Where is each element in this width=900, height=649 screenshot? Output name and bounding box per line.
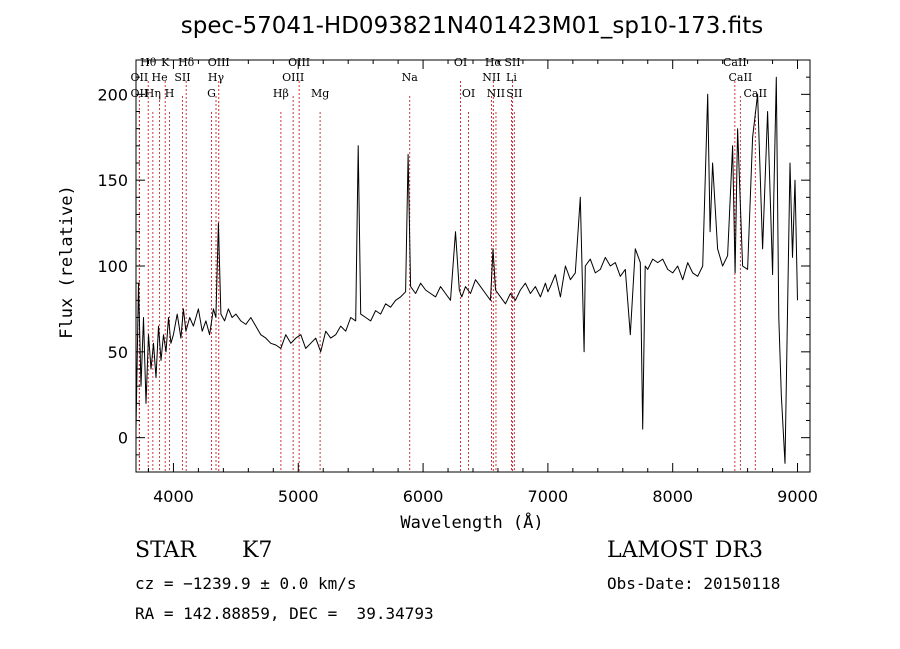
line-marker-label: Hγ (208, 71, 225, 84)
y-axis-label: Flux (relative) (57, 185, 77, 339)
line-marker-label: NII (482, 71, 500, 84)
line-marker-label: H (165, 87, 175, 100)
line-marker-label: G (207, 87, 216, 100)
line-marker-12: OIII (288, 56, 310, 472)
y-tick-label: 100 (97, 257, 128, 276)
spectrum-line (135, 76, 798, 464)
line-marker-17: OI (454, 56, 467, 472)
x-tick-label: 9000 (777, 487, 818, 506)
line-marker-3: K (161, 56, 170, 472)
line-marker-23: NII (487, 87, 505, 472)
line-marker-7: SII (174, 71, 191, 472)
line-marker-14: Hβ (273, 87, 289, 472)
line-marker-label: Na (402, 71, 419, 84)
line-marker-label: Li (506, 71, 517, 84)
line-marker-4: He (152, 71, 168, 472)
x-tick-label: 8000 (652, 487, 693, 506)
line-marker-label: OIII (282, 71, 304, 84)
x-tick-label: 6000 (403, 487, 444, 506)
x-axis-label: Wavelength (Å) (400, 511, 543, 533)
line-marker-label: Hη (145, 87, 161, 100)
line-marker-label: CaII (723, 56, 747, 69)
object-class: STAR (135, 538, 196, 563)
line-marker-label: Hα (485, 56, 503, 69)
y-tick-label: 0 (118, 429, 128, 448)
redshift-velocity: cz = −1239.9 ± 0.0 km/s (135, 574, 357, 593)
line-marker-13: OIII (282, 71, 304, 472)
line-marker-label: CaII (729, 71, 753, 84)
line-marker-0: Hθ (140, 56, 157, 472)
y-tick-label: 200 (97, 85, 128, 104)
x-tick-label: 5000 (278, 487, 319, 506)
line-marker-25: CaII (723, 56, 747, 472)
line-marker-label: NII (487, 87, 505, 100)
line-marker-label: OIII (208, 56, 230, 69)
x-axis: 4000 5000 6000 7000 8000 9000 (147, 60, 818, 506)
coordinates: RA = 142.88859, DEC = 39.34793 (135, 604, 434, 623)
line-marker-label: OII (131, 87, 149, 100)
line-marker-label: SII (506, 87, 522, 100)
observation-date: Obs-Date: 20150118 (607, 574, 781, 593)
line-marker-5: Hη (145, 87, 161, 472)
x-tick-label: 7000 (528, 487, 569, 506)
line-marker-label: SII (174, 71, 190, 84)
line-marker-label: He (152, 71, 168, 84)
line-marker-27: CaII (743, 87, 767, 472)
line-marker-label: CaII (743, 87, 767, 100)
line-marker-22: Li (506, 71, 517, 472)
line-marker-label: Hδ (178, 56, 195, 69)
line-marker-20: SII (504, 56, 521, 472)
line-marker-1: OII (131, 71, 148, 472)
x-tick-label: 4000 (153, 487, 194, 506)
line-marker-label: Hβ (273, 87, 289, 100)
line-marker-15: Mg (311, 87, 329, 472)
line-marker-26: CaII (729, 71, 753, 472)
line-marker-24: SII (506, 87, 522, 472)
object-subclass: K7 (242, 538, 273, 563)
line-marker-10: Hγ (208, 71, 225, 472)
chart-title: spec-57041-HD093821N401423M01_sp10-173.f… (181, 13, 763, 39)
y-tick-label: 50 (108, 343, 128, 362)
line-marker-19: Hα (485, 56, 503, 472)
plot-frame (135, 59, 811, 473)
line-marker-label: OI (462, 87, 475, 100)
y-tick-label: 150 (97, 171, 128, 190)
line-marker-11: G (207, 87, 216, 472)
line-marker-label: OI (454, 56, 467, 69)
line-marker-2: OII (131, 87, 149, 472)
survey-name: LAMOST DR3 (607, 538, 763, 563)
line-marker-label: K (161, 56, 170, 69)
line-marker-6: Hδ (178, 56, 195, 472)
line-marker-8: H (165, 87, 175, 472)
line-marker-label: SII (504, 56, 520, 69)
y-axis: 0 50 100 150 200 (97, 76, 810, 456)
line-marker-label: OIII (288, 56, 310, 69)
line-marker-9: OIII (208, 56, 230, 472)
line-marker-18: OI (462, 87, 475, 472)
line-marker-16: Na (402, 71, 419, 472)
line-marker-label: Mg (311, 87, 329, 100)
